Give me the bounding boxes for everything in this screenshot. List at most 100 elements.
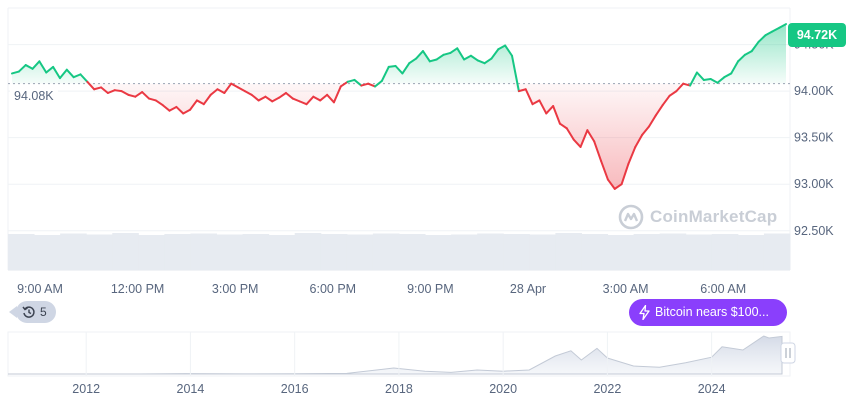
price-line-segment bbox=[360, 82, 370, 87]
volume-bar bbox=[503, 234, 530, 270]
price-line-segment bbox=[497, 44, 507, 51]
price-line-segment bbox=[483, 57, 493, 65]
price-line-segment bbox=[558, 122, 568, 130]
price-line-segment bbox=[401, 62, 411, 75]
price-line-segment bbox=[147, 97, 157, 102]
price-line-segment bbox=[620, 162, 630, 186]
price-line-segment bbox=[100, 86, 109, 94]
price-line-segment bbox=[517, 88, 527, 93]
price-line-segment bbox=[168, 105, 178, 112]
price-line-segment bbox=[552, 105, 561, 125]
price-line-segment bbox=[65, 68, 75, 79]
price-line-segment bbox=[572, 138, 582, 148]
price-line-segment bbox=[606, 178, 616, 190]
x-tick-label: 3:00 AM bbox=[603, 282, 649, 296]
price-line-segment bbox=[593, 140, 603, 162]
price-line-segment bbox=[545, 105, 555, 115]
price-line-segment bbox=[79, 73, 89, 83]
price-line-segment bbox=[127, 93, 137, 98]
navigator-year-label: 2014 bbox=[177, 382, 205, 396]
volume-bar bbox=[164, 234, 191, 270]
volume-bar bbox=[268, 235, 296, 270]
price-line-segment bbox=[237, 86, 246, 93]
price-line-segment bbox=[634, 133, 644, 148]
volume-bar bbox=[581, 234, 609, 270]
volume-bar bbox=[60, 233, 87, 270]
price-line-segment bbox=[579, 129, 589, 148]
volume-bar bbox=[34, 235, 61, 270]
price-line-segment bbox=[490, 48, 500, 60]
navigator-year-label: 2012 bbox=[72, 382, 100, 396]
price-line-segment bbox=[511, 54, 520, 93]
price-line-segment bbox=[291, 97, 301, 103]
volume-bar bbox=[372, 233, 400, 270]
volume-bar bbox=[477, 233, 504, 270]
price-line-segment bbox=[757, 34, 767, 43]
x-tick-label: 9:00 AM bbox=[17, 282, 63, 296]
navigator-year-label: 2020 bbox=[489, 382, 517, 396]
current-price-badge: 94.72K bbox=[788, 23, 846, 47]
price-line-segment bbox=[113, 89, 123, 93]
price-line-segment bbox=[339, 80, 349, 88]
price-line-segment bbox=[641, 125, 651, 136]
volume-bar bbox=[633, 234, 661, 270]
price-line-segment bbox=[230, 82, 240, 89]
lightning-icon bbox=[639, 305, 650, 320]
price-line-segment bbox=[627, 145, 637, 165]
price-line-segment bbox=[86, 80, 96, 91]
price-line-segment bbox=[682, 82, 692, 87]
price-line-segment bbox=[312, 95, 322, 102]
y-tick-label: 93.00K bbox=[794, 177, 834, 191]
coinmarketcap-watermark: CoinMarketCap bbox=[618, 204, 777, 230]
x-tick-label: 12:00 PM bbox=[111, 282, 165, 296]
price-line-segment bbox=[216, 88, 226, 94]
price-line-segment bbox=[52, 65, 61, 80]
price-line-segment bbox=[326, 93, 335, 104]
price-line-segment bbox=[476, 59, 486, 65]
volume-bar bbox=[529, 234, 556, 270]
price-line-segment bbox=[730, 60, 740, 75]
price-line-segment bbox=[648, 114, 657, 128]
news-event-pill[interactable]: Bitcoin nears $100... bbox=[629, 299, 787, 326]
price-line-segment bbox=[435, 53, 445, 61]
volume-bar bbox=[8, 234, 35, 270]
navigator-handle[interactable] bbox=[780, 342, 796, 364]
price-line-segment bbox=[421, 50, 431, 63]
price-line-segment bbox=[264, 95, 274, 103]
price-line-segment bbox=[134, 91, 144, 98]
price-line-segment bbox=[38, 60, 48, 74]
price-line-segment bbox=[31, 60, 41, 70]
price-line-segment bbox=[695, 71, 705, 81]
price-line-segment bbox=[408, 57, 418, 65]
price-line-segment bbox=[565, 127, 575, 141]
volume-bar bbox=[555, 233, 582, 270]
price-line-segment bbox=[469, 54, 479, 62]
navigator-year-label: 2016 bbox=[281, 382, 309, 396]
volume-bar bbox=[425, 235, 452, 270]
price-line-segment bbox=[189, 99, 198, 111]
price-line-segment bbox=[250, 93, 260, 102]
history-events-button[interactable]: 5 bbox=[9, 301, 56, 323]
price-line-segment bbox=[72, 73, 82, 79]
volume-bar bbox=[737, 235, 765, 270]
history-count: 5 bbox=[40, 305, 47, 319]
x-tick-label: 9:00 PM bbox=[407, 282, 454, 296]
price-line-segment bbox=[531, 99, 541, 106]
price-line-segment bbox=[600, 159, 609, 181]
price-line-segment bbox=[380, 65, 390, 82]
price-line-segment bbox=[538, 99, 548, 115]
price-line-segment bbox=[305, 95, 315, 106]
price-line-segment bbox=[689, 71, 698, 87]
y-tick-label: 94.00K bbox=[794, 84, 834, 98]
price-line-segment bbox=[456, 47, 466, 61]
price-line-segment bbox=[93, 86, 103, 91]
volume-bar bbox=[607, 235, 635, 270]
price-line-segment bbox=[106, 89, 116, 94]
volume-bar bbox=[346, 234, 374, 270]
price-line-segment bbox=[387, 64, 397, 68]
price-line-segment bbox=[202, 93, 212, 106]
volume-bar bbox=[451, 234, 478, 270]
price-line-segment bbox=[120, 90, 130, 96]
price-line-segment bbox=[17, 64, 27, 73]
history-icon bbox=[22, 306, 35, 318]
